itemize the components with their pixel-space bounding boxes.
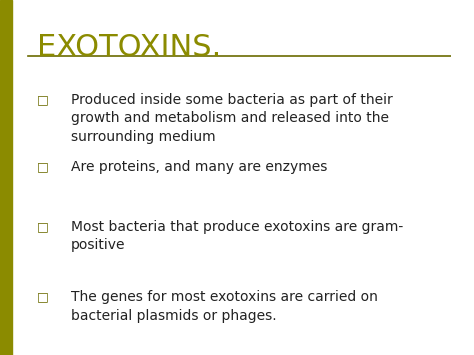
Text: EXOTOXINS.: EXOTOXINS. (37, 33, 221, 62)
Text: □: □ (37, 93, 49, 106)
Text: Are proteins, and many are enzymes: Are proteins, and many are enzymes (71, 160, 328, 174)
Text: Most bacteria that produce exotoxins are gram-
positive: Most bacteria that produce exotoxins are… (71, 220, 403, 252)
Text: Produced inside some bacteria as part of their
growth and metabolism and release: Produced inside some bacteria as part of… (71, 93, 393, 144)
Text: □: □ (37, 290, 49, 303)
Text: □: □ (37, 160, 49, 173)
Text: The genes for most exotoxins are carried on
bacterial plasmids or phages.: The genes for most exotoxins are carried… (71, 290, 378, 323)
Text: □: □ (37, 220, 49, 233)
